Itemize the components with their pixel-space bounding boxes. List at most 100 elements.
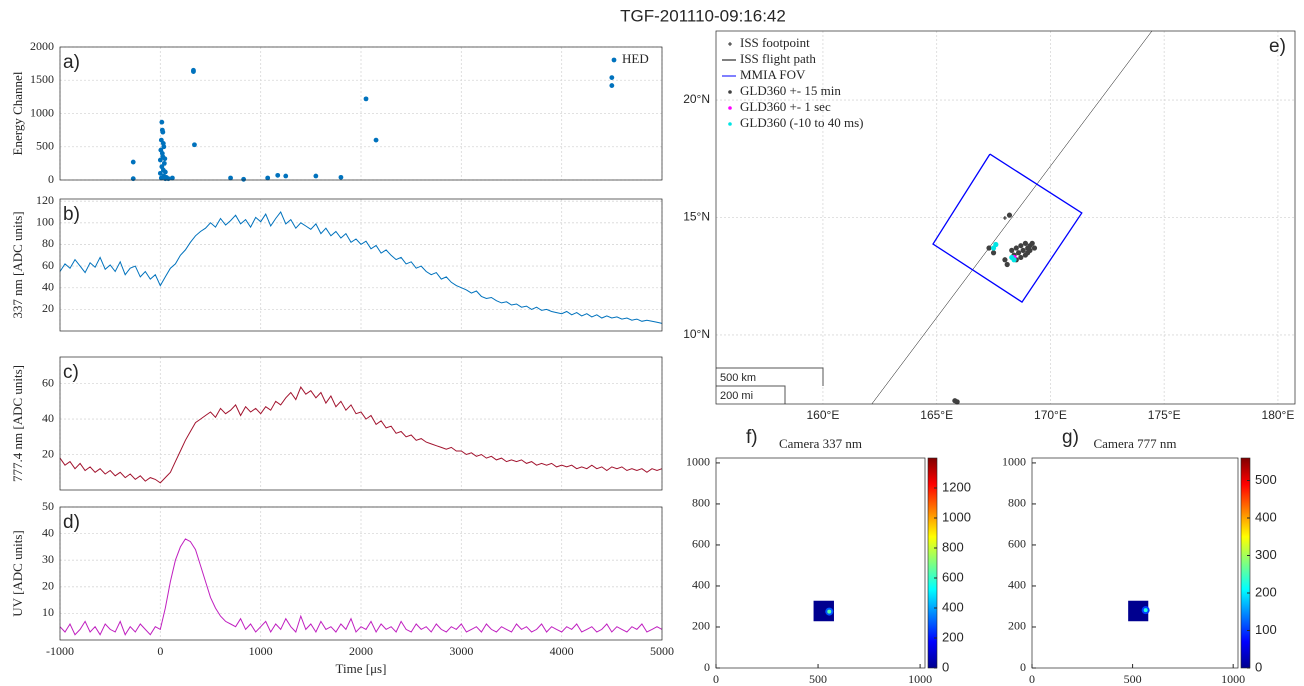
y-tick-label: 800	[1008, 496, 1026, 510]
colorbar-label: 200	[942, 629, 964, 644]
x-tick-label: -1000	[46, 644, 74, 658]
y-axis-label: Energy Channel	[10, 71, 25, 155]
y-tick-label: 20	[42, 446, 54, 460]
scale-label: 500 km	[720, 372, 756, 384]
scatter-point	[339, 175, 344, 180]
scatter-point	[313, 174, 318, 179]
map-point	[1014, 245, 1019, 250]
map-point	[1005, 262, 1010, 267]
legend-marker	[612, 58, 617, 63]
x-tick-label: 1000	[1221, 672, 1245, 686]
x-tick-label: 4000	[550, 644, 574, 658]
y-axis-label: UV [ADC units]	[10, 530, 25, 616]
colorbar-label: 300	[1255, 547, 1277, 562]
map-point	[1032, 245, 1037, 250]
scatter-point	[160, 130, 165, 135]
x-tick-label: 3000	[449, 644, 473, 658]
y-tick-label: 500	[36, 139, 54, 153]
image-title: Camera 777 nm	[1093, 436, 1176, 451]
x-tick-label: 5000	[650, 644, 674, 658]
y-tick-label: 1000	[686, 455, 710, 469]
image-title: Camera 337 nm	[779, 436, 862, 451]
x-tick-label: 170°E	[1034, 408, 1067, 422]
y-tick-label: 10	[42, 605, 54, 619]
y-tick-label: 1000	[30, 105, 54, 119]
panel-label: b)	[63, 204, 80, 225]
map-point	[1009, 248, 1014, 253]
legend-marker	[728, 106, 732, 110]
colorbar-label: 100	[1255, 622, 1277, 637]
y-tick-label: 120	[36, 193, 54, 207]
y-tick-label: 600	[1008, 537, 1026, 551]
y-tick-label: 30	[42, 552, 54, 566]
map-point	[993, 242, 998, 247]
scatter-point	[609, 83, 614, 88]
colorbar	[1241, 458, 1250, 668]
colorbar-label: 800	[942, 539, 964, 554]
scatter-point	[364, 96, 369, 101]
x-axis-label: Time [μs]	[336, 661, 387, 676]
map-point	[1016, 250, 1021, 255]
legend-label: GLD360 (-10 to 40 ms)	[740, 115, 864, 130]
map-point	[1007, 213, 1012, 218]
map-point	[1030, 241, 1035, 246]
figure-title: TGF-201110-09:16:42	[620, 6, 786, 25]
y-tick-label: 50	[42, 499, 54, 513]
scatter-point	[241, 177, 246, 182]
legend-label: ISS flight path	[740, 51, 816, 66]
x-tick-label: 165°E	[920, 408, 953, 422]
y-tick-label: 200	[1008, 619, 1026, 633]
y-tick-label: 40	[42, 411, 54, 425]
y-tick-label: 1500	[30, 72, 54, 86]
y-axis-label: 337 nm [ADC units]	[10, 211, 25, 318]
legend-label: GLD360 +- 15 min	[740, 83, 841, 98]
x-tick-label: 500	[809, 672, 827, 686]
y-axis-label: 777.4 nm [ADC units]	[10, 365, 25, 482]
colorbar-label: 200	[1255, 584, 1277, 599]
x-tick-label: 0	[157, 644, 163, 658]
plot-area	[716, 458, 925, 668]
colorbar	[928, 458, 937, 668]
colorbar-label: 0	[942, 659, 949, 674]
colorbar-label: 500	[1255, 472, 1277, 487]
y-tick-label: 400	[1008, 578, 1026, 592]
map-point	[1011, 257, 1016, 262]
plot-area	[1032, 458, 1238, 668]
y-tick-label: 80	[42, 236, 54, 250]
scatter-point	[192, 142, 197, 147]
scatter-point	[283, 174, 288, 179]
map-point	[1021, 248, 1026, 253]
y-tick-label: 2000	[30, 39, 54, 53]
colorbar-label: 1200	[942, 479, 971, 494]
figure: TGF-201110-09:16:42 0500100015002000HEDE…	[0, 0, 1304, 686]
y-tick-label: 0	[1020, 660, 1026, 674]
y-tick-label: 20°N	[683, 92, 710, 106]
colorbar-label: 400	[942, 599, 964, 614]
scatter-point	[166, 176, 171, 181]
x-tick-label: 160°E	[807, 408, 840, 422]
y-tick-label: 40	[42, 525, 54, 539]
x-tick-label: 2000	[349, 644, 373, 658]
scatter-point	[159, 120, 164, 125]
scatter-point	[162, 156, 167, 161]
y-tick-label: 100	[36, 215, 54, 229]
scale-label: 200 mi	[720, 390, 753, 402]
legend-label: MMIA FOV	[740, 67, 806, 82]
map-point	[1002, 257, 1007, 262]
y-tick-label: 600	[692, 537, 710, 551]
scatter-point	[191, 69, 196, 74]
panel-label: d)	[63, 512, 80, 533]
y-tick-label: 10°N	[683, 327, 710, 341]
scatter-point	[163, 170, 168, 175]
x-tick-label: 175°E	[1148, 408, 1181, 422]
y-tick-label: 200	[692, 619, 710, 633]
y-tick-label: 1000	[1002, 455, 1026, 469]
map-point	[1018, 243, 1023, 248]
map-point	[1023, 252, 1028, 257]
legend-marker	[728, 90, 732, 94]
legend-label: ISS footpoint	[740, 35, 810, 50]
scatter-point	[162, 161, 167, 166]
colorbar-label: 1000	[942, 509, 971, 524]
y-tick-label: 0	[704, 660, 710, 674]
x-tick-label: 1000	[908, 672, 932, 686]
